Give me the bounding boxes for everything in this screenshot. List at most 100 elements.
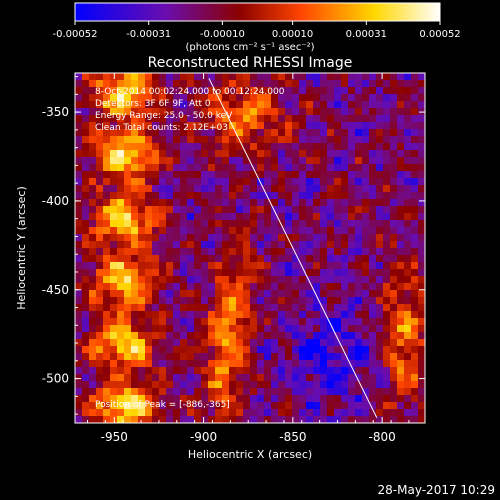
heatmap-cell bbox=[138, 101, 146, 109]
heatmap-cell bbox=[334, 129, 342, 137]
heatmap-cell bbox=[180, 234, 188, 242]
heatmap-cell bbox=[152, 143, 160, 151]
heatmap-cell bbox=[376, 171, 384, 179]
heatmap-cell bbox=[208, 108, 216, 116]
heatmap-cell bbox=[355, 206, 363, 214]
heatmap-cell bbox=[285, 276, 293, 284]
heatmap-cell bbox=[376, 206, 384, 214]
heatmap-cell bbox=[404, 199, 412, 207]
heatmap-cell bbox=[145, 325, 153, 333]
y-axis-label: Heliocentric Y (arcsec) bbox=[15, 186, 28, 310]
heatmap-cell bbox=[145, 185, 153, 193]
heatmap-cell bbox=[271, 80, 279, 88]
heatmap-cell bbox=[96, 234, 104, 242]
heatmap-cell bbox=[264, 171, 272, 179]
x-tick-label: -800 bbox=[369, 430, 396, 444]
colorbar-tick-label: 0.00052 bbox=[419, 29, 460, 40]
heatmap-cell bbox=[82, 213, 90, 221]
heatmap-cell bbox=[243, 395, 251, 403]
heatmap-cell bbox=[229, 101, 237, 109]
heatmap-cell bbox=[292, 206, 300, 214]
heatmap-cell bbox=[271, 108, 279, 116]
heatmap-cell bbox=[117, 339, 125, 347]
heatmap-cell bbox=[411, 332, 419, 340]
heatmap-cell bbox=[103, 255, 111, 263]
heatmap-cell bbox=[390, 122, 398, 130]
heatmap-cell bbox=[341, 73, 349, 81]
heatmap-cell bbox=[166, 395, 174, 403]
heatmap-cell bbox=[89, 318, 97, 326]
heatmap-cell bbox=[124, 241, 132, 249]
heatmap-cell bbox=[271, 101, 279, 109]
heatmap-cell bbox=[89, 94, 97, 102]
heatmap-cell bbox=[138, 178, 146, 186]
heatmap-cell bbox=[194, 122, 202, 130]
heatmap-cell bbox=[362, 171, 370, 179]
heatmap-cell bbox=[110, 164, 118, 172]
heatmap-cell bbox=[201, 262, 209, 270]
heatmap-cell bbox=[355, 136, 363, 144]
heatmap-cell bbox=[131, 395, 139, 403]
heatmap-cell bbox=[124, 234, 132, 242]
heatmap-cell bbox=[187, 339, 195, 347]
heatmap-cell bbox=[355, 150, 363, 158]
heatmap-cell bbox=[243, 367, 251, 375]
heatmap-cell bbox=[376, 402, 384, 410]
heatmap-cell bbox=[355, 122, 363, 130]
heatmap-cell bbox=[306, 255, 314, 263]
heatmap-cell bbox=[299, 136, 307, 144]
heatmap-cell bbox=[222, 206, 230, 214]
heatmap-cell bbox=[271, 220, 279, 228]
heatmap-cell bbox=[299, 416, 307, 423]
heatmap-cell bbox=[299, 290, 307, 298]
heatmap-cell bbox=[376, 136, 384, 144]
heatmap-cell bbox=[243, 94, 251, 102]
heatmap-cell bbox=[250, 241, 258, 249]
heatmap-cell bbox=[369, 374, 377, 382]
heatmap-cell bbox=[320, 136, 328, 144]
heatmap-cell bbox=[187, 73, 195, 81]
heatmap-cell bbox=[243, 185, 251, 193]
heatmap-cell bbox=[348, 381, 356, 389]
heatmap-cell bbox=[320, 318, 328, 326]
heatmap-cell bbox=[145, 304, 153, 312]
heatmap-cell bbox=[355, 304, 363, 312]
heatmap-cell bbox=[243, 255, 251, 263]
heatmap-cell bbox=[145, 199, 153, 207]
heatmap-cell bbox=[117, 311, 125, 319]
heatmap-cell bbox=[103, 297, 111, 305]
heatmap-cell bbox=[89, 227, 97, 235]
heatmap-cell bbox=[257, 297, 265, 305]
heatmap-cell bbox=[75, 122, 83, 130]
heatmap-cell bbox=[194, 185, 202, 193]
heatmap-cell bbox=[383, 157, 391, 165]
heatmap-cell bbox=[320, 409, 328, 417]
heatmap-cell bbox=[89, 381, 97, 389]
heatmap-cell bbox=[236, 220, 244, 228]
heatmap-cell bbox=[124, 185, 132, 193]
heatmap-cell bbox=[383, 290, 391, 298]
heatmap-cell bbox=[215, 388, 223, 396]
heatmap-cell bbox=[131, 213, 139, 221]
heatmap-cell bbox=[75, 164, 83, 172]
heatmap-cell bbox=[341, 339, 349, 347]
heatmap-cell bbox=[369, 381, 377, 389]
heatmap-cell bbox=[271, 136, 279, 144]
heatmap-cell bbox=[299, 192, 307, 200]
heatmap-cell bbox=[138, 73, 146, 81]
heatmap-cell bbox=[180, 115, 188, 123]
heatmap-cell bbox=[215, 276, 223, 284]
heatmap-cell bbox=[173, 220, 181, 228]
heatmap-cell bbox=[278, 157, 286, 165]
heatmap-cell bbox=[320, 402, 328, 410]
heatmap-cell bbox=[383, 178, 391, 186]
heatmap-cell bbox=[166, 87, 174, 95]
heatmap-cell bbox=[131, 388, 139, 396]
heatmap-cell bbox=[250, 122, 258, 130]
heatmap-cell bbox=[243, 129, 251, 137]
heatmap-cell bbox=[327, 374, 335, 382]
heatmap-cell bbox=[383, 248, 391, 256]
heatmap-cell bbox=[299, 94, 307, 102]
heatmap-cell bbox=[264, 360, 272, 368]
heatmap-cell bbox=[173, 325, 181, 333]
